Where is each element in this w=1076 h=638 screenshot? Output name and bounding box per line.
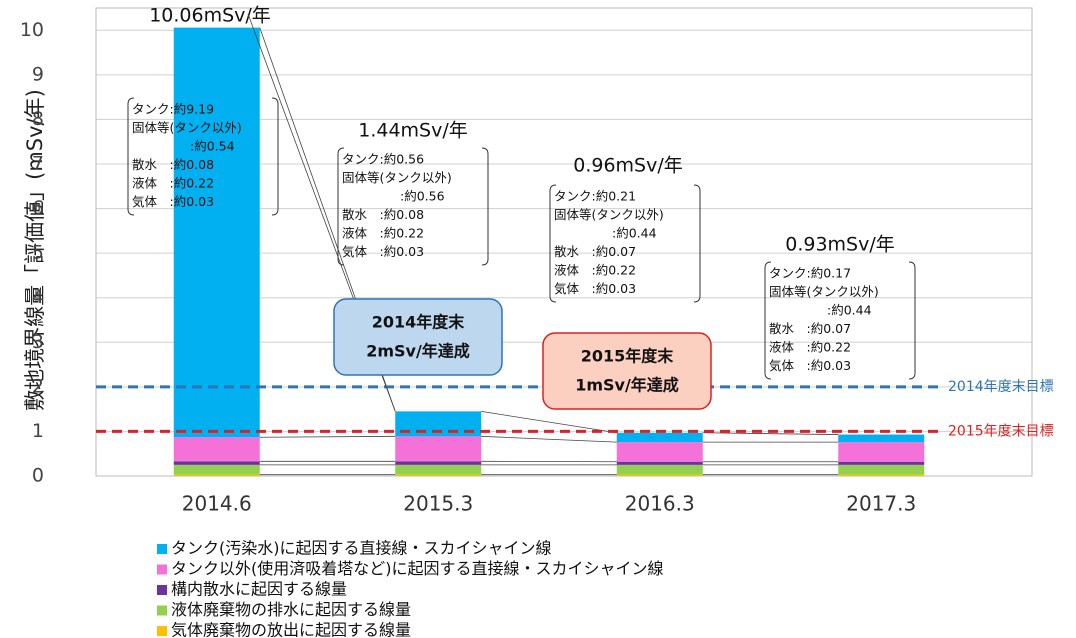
- bar-segment: [838, 461, 925, 465]
- legend-swatch: [157, 626, 167, 636]
- bar-segment: [616, 474, 703, 476]
- breakdown-line: タンク:約0.21: [554, 189, 636, 204]
- connector: [481, 435, 617, 443]
- breakdown-line: :約0.54: [190, 139, 235, 154]
- breakdown-line: 散水 :約0.07: [769, 321, 851, 336]
- breakdown-line: 気体 :約0.03: [132, 194, 214, 209]
- connector: [481, 410, 617, 434]
- bar-segment: [838, 474, 925, 476]
- y-tick-label: 2: [32, 375, 44, 397]
- breakdown-line: 散水 :約0.07: [554, 244, 636, 259]
- bar-segment: [616, 464, 703, 475]
- bar-segment: [173, 464, 260, 475]
- bracket: [481, 147, 489, 266]
- legend-swatch: [157, 544, 167, 554]
- breakdown-line: 気体 :約0.03: [554, 281, 636, 296]
- bar-segment: [173, 437, 260, 462]
- bar-segment: [838, 442, 925, 462]
- callout-text: 2mSv/年達成: [366, 342, 470, 361]
- breakdown-line: 散水 :約0.08: [342, 207, 424, 222]
- bar-segment: [838, 464, 925, 475]
- bar-segment: [395, 474, 482, 476]
- breakdown-line: 液体 :約0.22: [342, 226, 424, 241]
- callout-text: 2014年度末: [372, 313, 466, 332]
- bar-segment: [838, 434, 925, 443]
- bar-segment: [173, 461, 260, 465]
- reference-label: 2015年度末目標: [948, 423, 1054, 439]
- bar-segment: [616, 461, 703, 465]
- x-tick-label: 2014.6: [182, 492, 252, 516]
- breakdown-line: タンク:約0.17: [769, 266, 851, 281]
- legend-swatch: [157, 585, 167, 595]
- y-tick-label: 6: [32, 197, 44, 219]
- x-tick-label: 2017.3: [846, 492, 916, 516]
- breakdown-line: 気体 :約0.03: [342, 244, 424, 259]
- bar-segment: [395, 461, 482, 465]
- legend-swatch: [157, 564, 167, 575]
- y-tick-label: 5: [32, 242, 44, 264]
- legend-label: 気体廃棄物の放出に起因する線量: [171, 621, 411, 638]
- breakdown-line: 液体 :約0.22: [554, 263, 636, 278]
- total-label: 1.44mSv/年: [358, 120, 468, 142]
- y-tick-label: 10: [20, 19, 44, 41]
- bar-segment: [616, 432, 703, 443]
- callout-box: [542, 332, 712, 410]
- breakdown-line: :約0.44: [612, 226, 657, 241]
- bracket: [693, 184, 701, 303]
- connector: [259, 435, 396, 438]
- bar-segment: [395, 464, 482, 475]
- breakdown-line: タンク:約0.56: [342, 152, 424, 167]
- y-tick-label: 7: [32, 153, 44, 175]
- breakdown-line: 液体 :約0.22: [769, 340, 851, 355]
- y-axis-label: 敷地境界線量「評価値」(mSv/年): [23, 89, 47, 411]
- breakdown-line: 散水 :約0.08: [132, 157, 214, 172]
- total-label: 10.06mSv/年: [149, 5, 271, 27]
- breakdown-line: :約0.44: [827, 303, 872, 318]
- y-tick-label: 3: [32, 331, 44, 353]
- breakdown-line: 固体等(タンク以外): [342, 170, 452, 185]
- breakdown-line: 気体 :約0.03: [769, 358, 851, 373]
- y-tick-label: 9: [32, 63, 44, 85]
- breakdown-line: :約0.56: [400, 189, 445, 204]
- legend-label: 液体廃棄物の排水に起因する線量: [171, 600, 411, 619]
- breakdown-line: タンク:約9.19: [132, 102, 214, 117]
- legend-label: 構内散水に起因する線量: [171, 580, 347, 599]
- bar-segment: [395, 436, 482, 462]
- breakdown-line: 液体 :約0.22: [132, 176, 214, 191]
- bracket: [549, 184, 557, 303]
- x-tick-label: 2015.3: [403, 492, 473, 516]
- total-label: 0.93mSv/年: [785, 234, 895, 256]
- bar-segment: [173, 27, 260, 438]
- y-tick-label: 8: [32, 108, 44, 130]
- bar-segment: [616, 442, 703, 462]
- connector: [702, 432, 839, 435]
- reference-label: 2014年度末目標: [948, 379, 1054, 395]
- breakdown-line: 固体等(タンク以外): [132, 120, 242, 135]
- callout-box: [333, 298, 503, 376]
- y-tick-label: 4: [32, 286, 44, 308]
- legend-label: タンク(汚染水)に起因する直接線・スカイシャイン線: [171, 539, 552, 558]
- y-tick-label: 0: [32, 465, 44, 487]
- breakdown-line: 固体等(タンク以外): [769, 284, 879, 299]
- bracket: [908, 261, 916, 380]
- y-tick-label: 1: [32, 420, 44, 442]
- legend-label: タンク以外(使用済吸着塔など)に起因する直接線・スカイシャイン線: [171, 559, 664, 578]
- bar-segment: [173, 474, 260, 476]
- bracket: [127, 97, 135, 216]
- bracket: [764, 261, 772, 380]
- breakdown-line: 固体等(タンク以外): [554, 207, 664, 222]
- bracket: [271, 97, 279, 216]
- total-label: 0.96mSv/年: [573, 155, 683, 177]
- callout-text: 2015年度末: [581, 347, 675, 366]
- plot-frame: [95, 7, 1033, 477]
- legend-swatch: [157, 605, 167, 616]
- callout-text: 1mSv/年達成: [575, 376, 679, 395]
- x-tick-label: 2016.3: [625, 492, 695, 516]
